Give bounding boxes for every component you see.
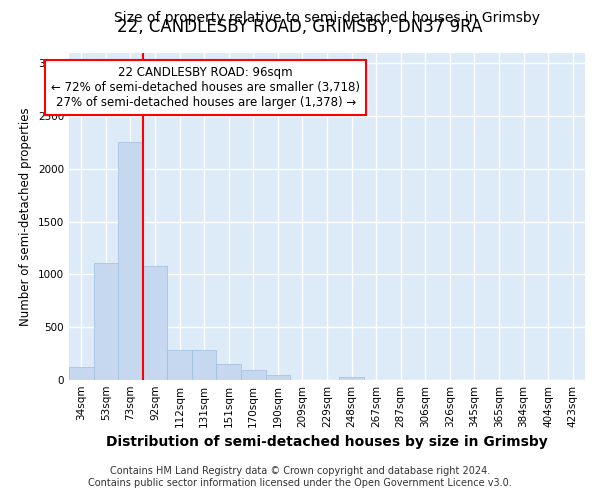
Bar (118, 142, 143, 380)
Bar (266, 374, 290, 380)
Bar (192, 350, 217, 380)
Bar (339, 377, 364, 380)
Bar (69, 368, 94, 380)
Text: 22, CANDLESBY ROAD, GRIMSBY, DN37 9RA: 22, CANDLESBY ROAD, GRIMSBY, DN37 9RA (117, 18, 483, 36)
Bar (167, 350, 192, 380)
Bar (94, 262, 118, 380)
Bar (241, 370, 266, 380)
Text: 22 CANDLESBY ROAD: 96sqm
← 72% of semi-detached houses are smaller (3,718)
27% o: 22 CANDLESBY ROAD: 96sqm ← 72% of semi-d… (51, 66, 360, 108)
Bar (217, 364, 241, 380)
Text: Contains HM Land Registry data © Crown copyright and database right 2024.
Contai: Contains HM Land Registry data © Crown c… (88, 466, 512, 487)
Bar (143, 266, 167, 380)
Title: Size of property relative to semi-detached houses in Grimsby: Size of property relative to semi-detach… (114, 11, 540, 25)
X-axis label: Distribution of semi-detached houses by size in Grimsby: Distribution of semi-detached houses by … (106, 436, 548, 450)
Y-axis label: Number of semi-detached properties: Number of semi-detached properties (19, 107, 32, 326)
